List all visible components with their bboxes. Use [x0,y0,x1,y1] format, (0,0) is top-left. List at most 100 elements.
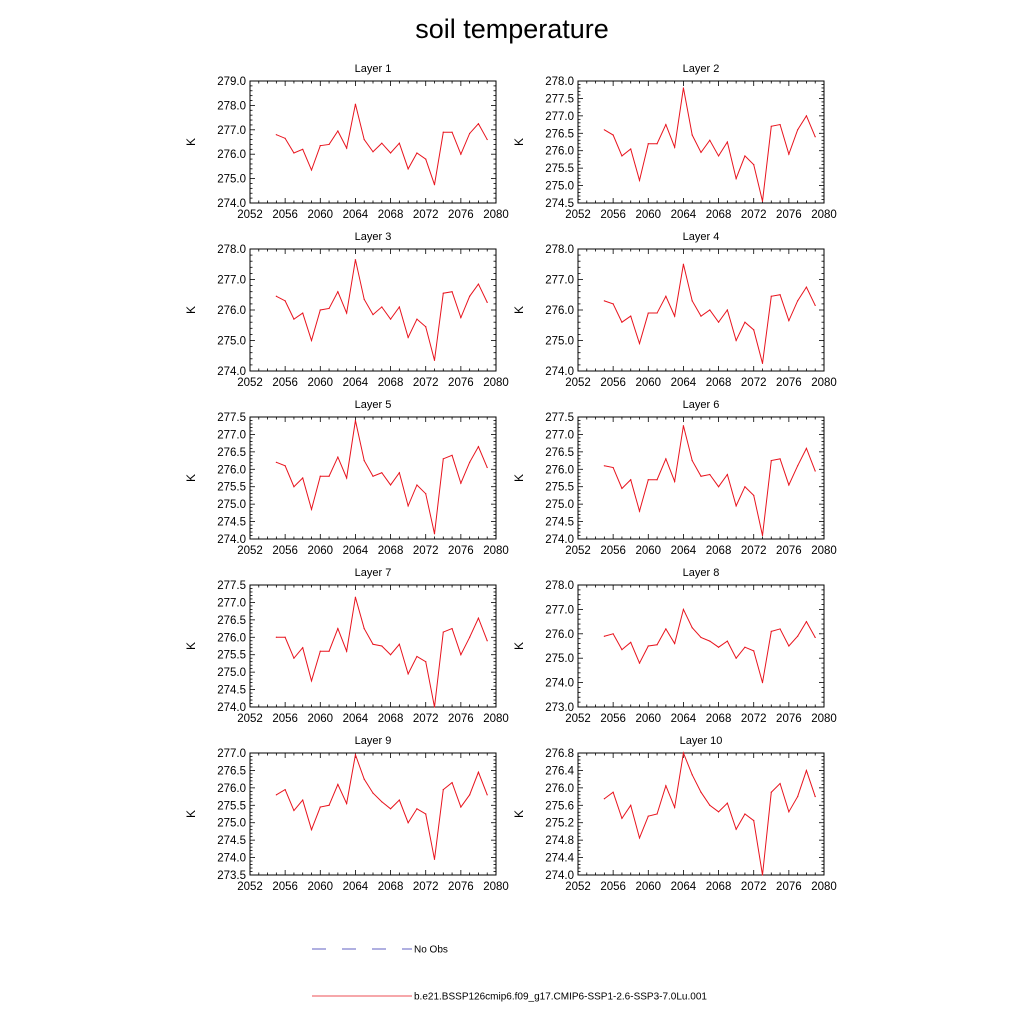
data-point [770,295,772,297]
x-tick-label: 2080 [811,881,837,893]
y-tick-label: 275.0 [217,336,246,348]
data-point [477,617,480,619]
x-tick-label: 2076 [776,713,802,725]
y-tick-label: 276.0 [217,783,246,795]
x-tick-label: 2060 [635,881,661,893]
y-tick-label: 278.0 [545,580,574,592]
data-point [337,456,339,458]
data-point [346,477,348,479]
data-point [372,313,374,316]
y-tick-label: 276.5 [217,615,246,627]
data-point [630,479,632,481]
data-point [477,123,480,125]
x-tick-label: 2064 [671,377,697,389]
plot-frame [577,416,825,540]
data-point [753,650,755,652]
x-tick-label: 2056 [272,881,298,893]
y-tick-label: 274.0 [545,366,574,378]
subplot-title: Layer 7 [355,567,392,579]
data-point [717,811,720,813]
data-point [433,706,436,708]
data-point [486,794,488,796]
x-tick-label: 2080 [811,713,837,725]
data-point [647,815,649,817]
data-point [674,146,676,148]
data-point [346,147,348,149]
data-point [805,769,808,772]
data-point [735,505,737,507]
data-point [337,291,339,293]
data-point [691,774,693,776]
x-tick-label: 2064 [671,881,697,893]
x-tick-label: 2080 [483,377,509,389]
data-point [354,419,357,422]
data-point [761,874,764,876]
data-point [814,304,816,307]
data-point [674,480,676,483]
y-tick-label: 275.5 [217,482,246,494]
y-tick-label: 277.5 [217,580,246,592]
y-axis-label: K [184,642,198,650]
data-point [319,145,321,147]
data-point [709,804,711,806]
x-tick-label: 2052 [237,545,263,557]
y-tick-label: 275.0 [545,181,574,193]
x-tick-label: 2076 [448,881,474,893]
data-point [469,461,471,463]
y-tick-label: 275.5 [545,482,574,494]
data-point [460,153,462,155]
x-tick-label: 2056 [272,377,298,389]
data-point [805,286,808,288]
y-tick-label: 274.4 [545,853,574,865]
data-point [319,650,321,652]
data-point [284,636,286,638]
data-point [460,482,462,484]
data-point [603,300,605,302]
x-tick-label: 2068 [706,713,732,725]
x-tick-label: 2052 [565,881,591,893]
data-point [451,454,453,456]
data-point [284,789,286,791]
y-tick-label: 276.0 [217,632,246,644]
y-tick-label: 274.0 [217,702,246,714]
data-point [460,654,462,656]
x-tick-label: 2060 [635,545,661,557]
data-point [407,336,409,339]
series-line [604,87,816,202]
y-tick-label: 276.8 [545,748,574,760]
x-tick-label: 2064 [343,209,369,221]
data-point [416,152,418,154]
y-tick-label: 274.0 [217,366,246,378]
data-point [630,315,632,317]
data-point [416,655,418,658]
x-tick-label: 2052 [237,209,263,221]
data-point [717,646,720,648]
data-point [638,342,641,345]
data-point [753,494,755,497]
data-point [630,804,632,806]
y-tick-label: 274.0 [217,198,246,210]
y-tick-label: 276.0 [545,783,574,795]
y-tick-label: 277.0 [545,111,574,123]
y-tick-label: 277.0 [217,429,246,441]
data-point [372,151,374,153]
subplot-title: Layer 4 [683,231,720,243]
x-tick-label: 2060 [635,713,661,725]
subplot-title: Layer 8 [683,567,720,579]
data-point [275,636,277,638]
y-axis-label: K [184,810,198,818]
data-point [398,643,400,645]
data-point [469,132,471,135]
x-tick-label: 2052 [237,881,263,893]
data-point [425,493,427,495]
data-point [709,473,711,476]
x-tick-label: 2076 [448,377,474,389]
y-tick-label: 277.0 [217,748,246,760]
x-tick-label: 2072 [413,377,439,389]
y-tick-label: 277.5 [545,412,574,424]
data-point [797,300,799,302]
y-tick-label: 276.0 [545,629,574,641]
data-point [293,318,295,320]
data-point [761,682,764,684]
data-point [638,837,641,839]
